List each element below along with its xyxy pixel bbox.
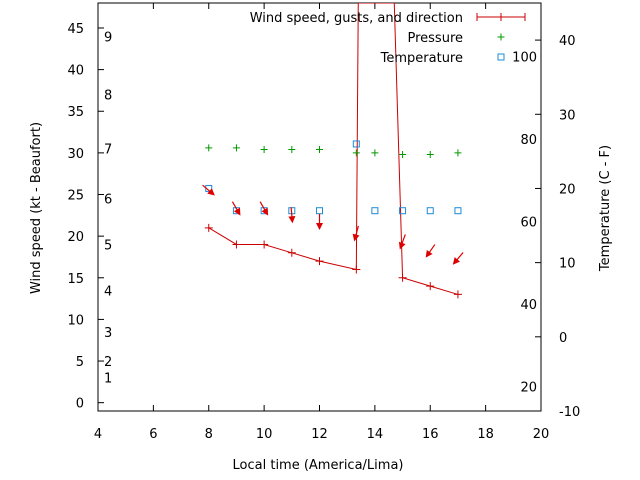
- pressure-point: [371, 149, 379, 157]
- legend-marker-wind: [497, 13, 505, 21]
- wind-direction-arrow: [425, 244, 436, 258]
- beaufort-label: 3: [104, 326, 112, 341]
- x-tick-label: 10: [256, 427, 273, 442]
- wind-direction-arrow: [259, 201, 269, 216]
- beaufort-label: 1: [104, 372, 112, 387]
- wind-speed-point: [426, 282, 435, 291]
- x-tick-label: 18: [477, 427, 494, 442]
- y-tick-label: 40: [67, 64, 84, 79]
- x-tick-label: 6: [149, 427, 157, 442]
- legend-caps-wind: [476, 13, 526, 21]
- y-tick-label: 35: [67, 105, 84, 120]
- legend-marker-temperature: [497, 53, 505, 61]
- legend-label-wind: Wind speed, gusts, and direction: [250, 11, 463, 26]
- beaufort-label: 9: [104, 30, 112, 45]
- fahrenheit-label: 20: [520, 380, 537, 395]
- wind-direction-arrow: [202, 184, 215, 196]
- temperature-point: [316, 207, 323, 215]
- wind-speed-point: [453, 290, 462, 299]
- beaufort-label: 7: [104, 143, 112, 158]
- fahrenheit-label: 40: [520, 298, 537, 313]
- wind-speed-point: [352, 265, 361, 274]
- x-axis-label: Local time (America/Lima): [233, 458, 404, 473]
- arrow-head: [207, 188, 215, 196]
- pressure-point: [288, 146, 296, 154]
- y2-axis-label: Temperature (C - F): [598, 145, 613, 272]
- pressure-point: [454, 149, 462, 157]
- wind-direction-arrow: [452, 252, 464, 265]
- wind-speed-point: [398, 273, 407, 282]
- temperature-point: [352, 140, 360, 148]
- wind-speed-point: [204, 223, 213, 232]
- y2-tick-label: -10: [559, 405, 580, 420]
- x-tick-label: 16: [422, 427, 439, 442]
- beaufort-label: 5: [104, 238, 112, 253]
- arrow-head: [261, 207, 269, 216]
- x-tick-label: 8: [205, 427, 213, 442]
- legend-group: Wind speed, gusts, and direction Pressure…: [250, 11, 526, 66]
- arrow-head: [398, 241, 406, 250]
- legend-label-pressure: Pressure: [407, 31, 463, 46]
- y-axis-label: Wind speed (kt - Beaufort): [29, 122, 44, 294]
- x-tick-label: 14: [367, 427, 384, 442]
- y-tick-label: 20: [67, 230, 84, 245]
- y2-tick-label: 20: [559, 182, 576, 197]
- y-tick-label: 5: [76, 355, 84, 370]
- pressure-point: [205, 144, 213, 152]
- ticks-group: 4 6 8 10 12 14 16 18 20051015202530354045-100102…: [67, 3, 580, 442]
- y-tick-label: 30: [67, 147, 84, 162]
- beaufort-label: 6: [104, 193, 112, 208]
- pressure-point: [352, 149, 360, 157]
- wind-speed-point: [315, 257, 324, 266]
- pressure-point: [316, 146, 323, 154]
- pressure-point: [232, 144, 240, 152]
- y-tick-label: 15: [67, 272, 84, 287]
- pressure-point: [426, 151, 434, 159]
- wind-direction-arrow: [352, 225, 360, 242]
- series-group: [202, 3, 464, 299]
- arrow-head: [352, 233, 360, 242]
- legend-label-temperature: Temperature: [380, 51, 463, 66]
- y2-tick-label: 40: [559, 34, 576, 49]
- fahrenheit-label: 60: [520, 215, 537, 230]
- legend-marker-pressure: [497, 33, 505, 41]
- beaufort-label: 4: [104, 284, 112, 299]
- y-tick-label: 25: [67, 189, 84, 204]
- x-tick-label: 12: [311, 427, 328, 442]
- wind-direction-arrow: [288, 207, 296, 224]
- temperature-point: [426, 207, 434, 215]
- wind-direction-arrow: [398, 234, 406, 250]
- temperature-point: [371, 207, 379, 215]
- pressure-point: [260, 146, 268, 154]
- wind-direction-arrow: [316, 213, 323, 230]
- wind-speed-point: [232, 240, 241, 249]
- arrow-head: [288, 216, 296, 224]
- wind-speed-point: [260, 240, 269, 249]
- y2-tick-label: 0: [559, 331, 567, 346]
- arrow-head: [425, 249, 433, 258]
- y-tick-label: 0: [76, 397, 84, 412]
- x-tick-label: 4: [94, 427, 102, 442]
- y2-tick-label: 10: [559, 257, 576, 272]
- wind-direction-arrow: [231, 201, 241, 216]
- arrow-head: [316, 222, 323, 230]
- arrow-head: [233, 207, 241, 216]
- y-tick-label: 45: [67, 22, 84, 37]
- arrow-head: [452, 257, 460, 265]
- x-tick-label: 20: [533, 427, 550, 442]
- beaufort-label: 8: [104, 89, 112, 104]
- y-tick-label: 10: [67, 313, 84, 328]
- temperature-point: [454, 207, 462, 215]
- temperature-point: [399, 207, 407, 215]
- beaufort-label: 2: [104, 355, 112, 370]
- pressure-point: [399, 151, 407, 159]
- y2-tick-label: 30: [559, 108, 576, 123]
- fahrenheit-label: 80: [520, 133, 537, 148]
- fahrenheit-label: 100: [512, 51, 537, 66]
- wind-speed-point: [287, 248, 296, 257]
